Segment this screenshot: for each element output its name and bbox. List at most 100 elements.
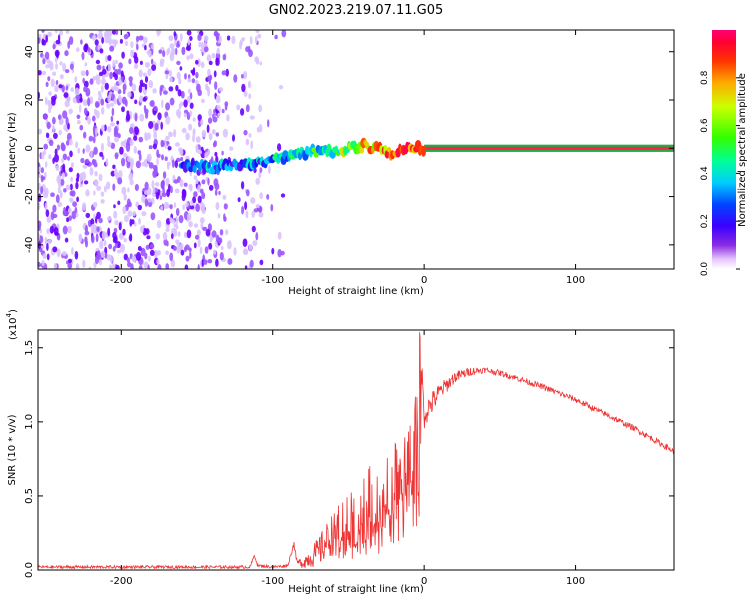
noise-speckle (93, 201, 98, 208)
colorbar-gradient (712, 30, 736, 269)
noise-speckle (64, 50, 69, 57)
noise-speckle (118, 94, 122, 102)
noise-speckle (59, 30, 63, 36)
noise-speckle (109, 30, 113, 38)
noise-speckle (213, 140, 217, 147)
noise-speckle (156, 149, 160, 158)
noise-speckle (219, 252, 224, 261)
noise-speckle (277, 231, 282, 240)
noise-speckle (161, 99, 164, 108)
noise-speckle (274, 34, 278, 40)
noise-speckle (174, 142, 180, 147)
noise-speckle (114, 242, 118, 249)
noise-speckle (192, 134, 195, 143)
noise-speckle (173, 245, 177, 251)
y-tick-label: 20 (24, 94, 35, 107)
noise-speckle (258, 124, 263, 133)
noise-speckle (185, 132, 190, 141)
noise-speckle (201, 129, 207, 138)
noise-speckle (245, 104, 250, 113)
noise-speckle (207, 149, 211, 155)
noise-speckle (243, 71, 248, 79)
noise-speckle (82, 259, 86, 268)
x-tick-label: -100 (261, 576, 284, 587)
noise-speckle (248, 244, 253, 251)
noise-speckle (114, 152, 119, 160)
noise-speckle (38, 128, 43, 135)
noise-speckle (243, 129, 248, 136)
spectrogram-frame (37, 29, 675, 270)
noise-speckle (187, 38, 191, 46)
noise-speckle (195, 144, 199, 153)
noise-speckle (191, 70, 196, 76)
noise-speckle (165, 102, 171, 111)
noise-speckle (249, 115, 255, 120)
y-tick-label: -20 (24, 188, 35, 204)
noise-speckle (200, 118, 204, 126)
noise-speckle (191, 78, 196, 84)
noise-speckle (277, 143, 282, 152)
noise-speckle (160, 139, 164, 148)
noise-speckle (113, 204, 116, 209)
noise-speckle (246, 189, 250, 197)
noise-speckle (65, 140, 70, 146)
noise-speckle (68, 167, 73, 173)
noise-speckle (239, 39, 243, 47)
noise-speckle (131, 219, 135, 225)
y-tick-label: 1.5 (24, 340, 35, 356)
noise-speckle (137, 150, 142, 155)
noise-speckle (189, 92, 193, 100)
noise-speckle (148, 162, 154, 169)
noise-speckle (52, 246, 58, 253)
noise-speckle (44, 51, 50, 60)
noise-speckle (162, 171, 167, 179)
spectrogram-x-axis: -200 -100 0 100 (110, 30, 585, 286)
snr-plot-area (38, 330, 674, 570)
noise-speckle (52, 213, 58, 219)
x-tick-label: -100 (261, 275, 284, 286)
noise-speckle (101, 124, 105, 132)
noise-speckle (95, 78, 101, 85)
noise-speckle (177, 246, 181, 252)
noise-speckle (192, 128, 196, 137)
noise-speckle (57, 186, 61, 194)
x-tick-label: 100 (566, 576, 585, 587)
noise-speckle (156, 30, 162, 35)
noise-speckle (195, 71, 199, 79)
noise-speckle (149, 100, 155, 107)
noise-speckle (259, 259, 264, 266)
noise-speckle (194, 234, 200, 240)
noise-speckle (110, 142, 116, 149)
noise-speckle (122, 152, 128, 158)
noise-speckle (55, 165, 60, 171)
x-tick-label: -200 (110, 275, 133, 286)
noise-speckle (62, 62, 66, 72)
noise-speckle (82, 202, 87, 211)
noise-speckle (122, 206, 127, 215)
noise-speckle (83, 131, 87, 139)
noise-speckle (259, 192, 263, 200)
noise-speckle (107, 55, 112, 61)
noise-speckle (99, 240, 104, 250)
noise-speckle (107, 227, 111, 237)
noise-speckle (62, 251, 67, 257)
noise-speckle (64, 172, 68, 177)
noise-speckle (249, 259, 254, 268)
noise-speckle (221, 70, 227, 76)
noise-speckle (208, 108, 213, 117)
noise-speckle (138, 265, 143, 269)
noise-speckle (185, 255, 190, 262)
noise-speckle (144, 83, 148, 91)
colorbar-tick-label: 0.8 (700, 70, 710, 85)
signal-line-core (424, 146, 674, 150)
noise-speckle (154, 122, 159, 131)
noise-speckle (99, 48, 104, 54)
noise-speckle (181, 192, 186, 202)
noise-speckle (41, 176, 46, 181)
noise-speckle (114, 86, 120, 92)
noise-speckle (45, 209, 50, 218)
noise-speckle (109, 71, 113, 80)
noise-speckle (85, 189, 90, 197)
noise-speckle (107, 125, 112, 133)
noise-speckle (68, 36, 74, 45)
